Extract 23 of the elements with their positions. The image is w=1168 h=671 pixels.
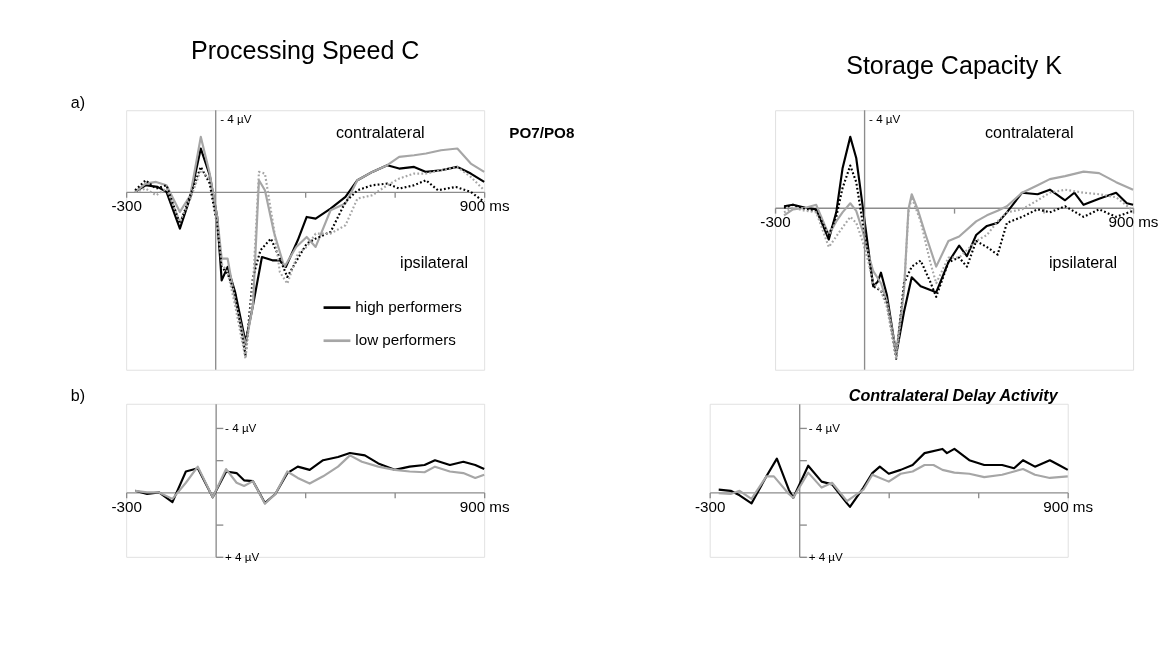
legend-label: high performers bbox=[355, 298, 463, 316]
x-tick-label: 900 ms bbox=[1043, 497, 1094, 515]
text: b) bbox=[70, 386, 86, 405]
y-tick-label: + 4 µV bbox=[808, 549, 844, 563]
x-tick-label: 900 ms bbox=[459, 497, 510, 515]
chart-title: Processing Speed C bbox=[191, 36, 420, 65]
x-tick-label: 900 ms bbox=[1108, 213, 1159, 231]
text: - 4 µV bbox=[869, 111, 901, 125]
annotation: contralateral bbox=[984, 123, 1074, 142]
y-tick-label: + 4 µV bbox=[225, 549, 260, 563]
x-tick-label: -300 bbox=[694, 497, 726, 515]
text: Contralateral Delay Activity bbox=[848, 386, 1059, 405]
text: PO7/PO8 bbox=[509, 124, 575, 142]
text: a) bbox=[70, 92, 86, 111]
annotation: contralateral bbox=[336, 123, 425, 142]
legend-label: low performers bbox=[355, 331, 457, 349]
annotation: ipsilateral bbox=[1048, 252, 1117, 271]
x-tick-label: 900 ms bbox=[459, 197, 510, 215]
chart-title: Storage Capacity K bbox=[846, 50, 1063, 79]
x-tick-label: -300 bbox=[760, 213, 791, 231]
annotation: ipsilateral bbox=[400, 252, 469, 271]
x-tick-label: -300 bbox=[111, 197, 142, 215]
x-tick-label: -300 bbox=[111, 497, 142, 515]
